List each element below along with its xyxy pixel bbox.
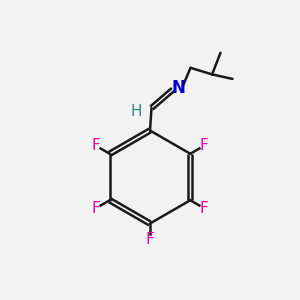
Text: F: F (200, 139, 208, 154)
Text: F: F (146, 232, 154, 247)
Text: F: F (92, 201, 100, 215)
Text: F: F (200, 201, 208, 215)
Text: F: F (92, 139, 100, 154)
Text: N: N (172, 79, 185, 97)
Text: H: H (130, 103, 142, 118)
